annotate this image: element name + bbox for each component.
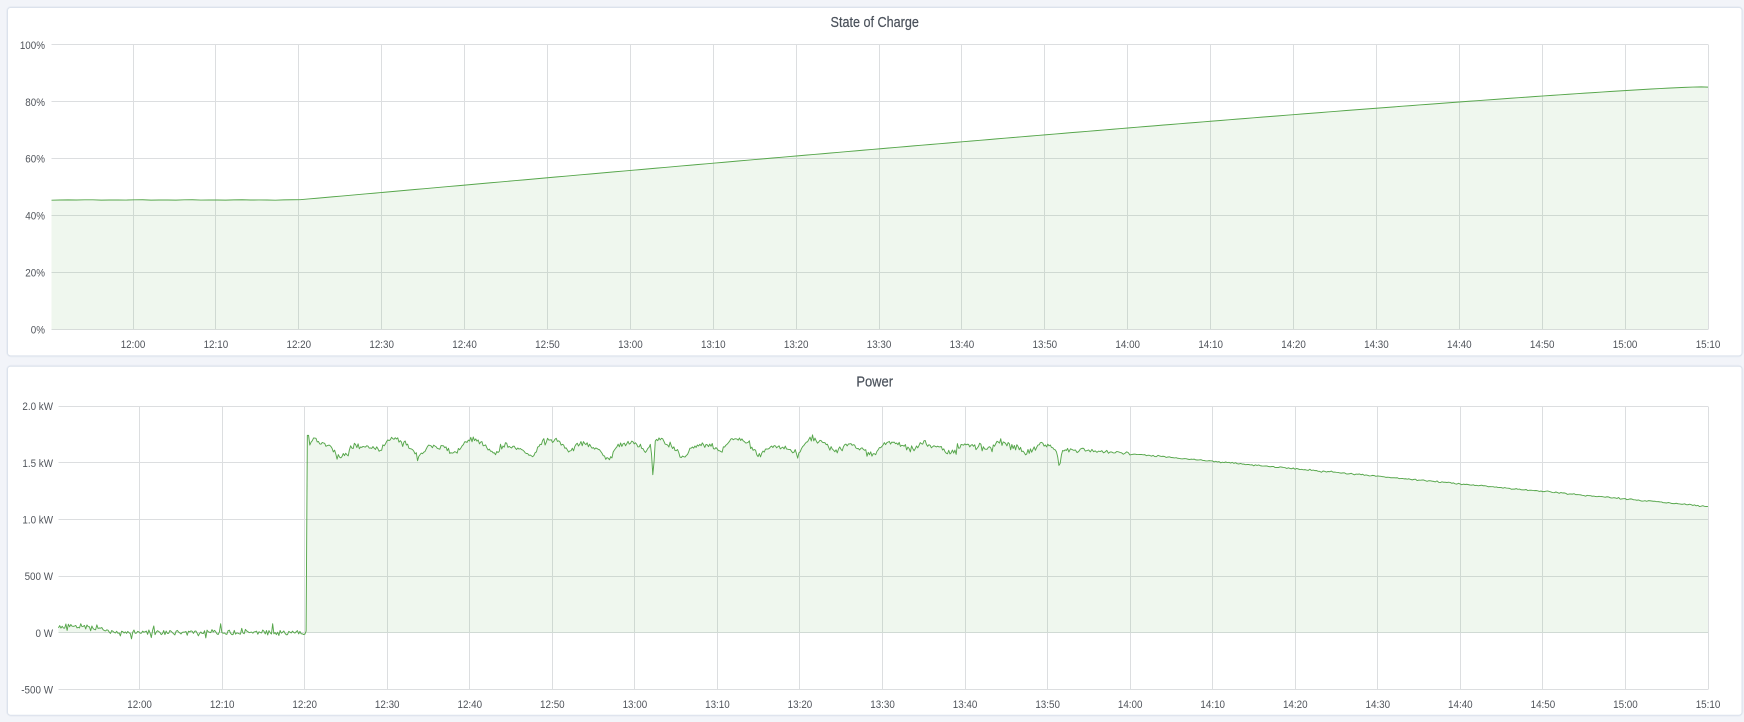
svg-text:13:00: 13:00 xyxy=(623,699,648,711)
svg-text:12:40: 12:40 xyxy=(457,699,482,711)
svg-text:1.5 kW: 1.5 kW xyxy=(22,458,53,470)
svg-text:12:10: 12:10 xyxy=(210,699,235,711)
svg-text:15:00: 15:00 xyxy=(1613,339,1638,351)
svg-text:80%: 80% xyxy=(25,97,45,109)
svg-text:13:40: 13:40 xyxy=(953,699,978,711)
svg-text:60%: 60% xyxy=(25,154,45,166)
svg-text:40%: 40% xyxy=(25,211,45,223)
svg-text:12:30: 12:30 xyxy=(369,339,394,351)
svg-text:2.0 kW: 2.0 kW xyxy=(22,401,53,413)
svg-text:State of Charge: State of Charge xyxy=(831,14,919,31)
svg-text:12:00: 12:00 xyxy=(121,339,146,351)
svg-text:20%: 20% xyxy=(25,268,45,280)
svg-text:13:20: 13:20 xyxy=(788,699,813,711)
svg-text:0 W: 0 W xyxy=(36,628,54,640)
svg-text:12:00: 12:00 xyxy=(127,699,152,711)
svg-text:14:40: 14:40 xyxy=(1448,699,1473,711)
svg-text:12:30: 12:30 xyxy=(375,699,400,711)
svg-text:14:50: 14:50 xyxy=(1531,699,1556,711)
svg-text:14:20: 14:20 xyxy=(1281,339,1306,351)
svg-text:14:30: 14:30 xyxy=(1366,699,1391,711)
svg-text:0%: 0% xyxy=(31,324,45,336)
svg-text:14:10: 14:10 xyxy=(1200,699,1225,711)
svg-text:500 W: 500 W xyxy=(25,571,54,583)
svg-text:13:20: 13:20 xyxy=(784,339,809,351)
svg-text:13:50: 13:50 xyxy=(1033,339,1058,351)
svg-text:14:50: 14:50 xyxy=(1530,339,1555,351)
svg-text:14:40: 14:40 xyxy=(1447,339,1472,351)
svg-text:12:50: 12:50 xyxy=(540,699,565,711)
svg-text:13:00: 13:00 xyxy=(618,339,643,351)
svg-text:13:30: 13:30 xyxy=(867,339,892,351)
svg-text:12:20: 12:20 xyxy=(286,339,311,351)
svg-text:15:00: 15:00 xyxy=(1613,699,1638,711)
svg-text:14:00: 14:00 xyxy=(1115,339,1140,351)
svg-text:100%: 100% xyxy=(20,40,45,52)
svg-text:-500 W: -500 W xyxy=(21,685,53,697)
svg-text:13:30: 13:30 xyxy=(870,699,895,711)
svg-text:14:20: 14:20 xyxy=(1283,699,1308,711)
svg-text:1.0 kW: 1.0 kW xyxy=(22,515,53,527)
svg-text:12:10: 12:10 xyxy=(204,339,229,351)
svg-text:12:40: 12:40 xyxy=(452,339,477,351)
svg-text:14:10: 14:10 xyxy=(1198,339,1223,351)
svg-text:12:50: 12:50 xyxy=(535,339,560,351)
svg-text:13:10: 13:10 xyxy=(705,699,730,711)
svg-text:Power: Power xyxy=(856,374,893,391)
svg-text:15:10: 15:10 xyxy=(1696,339,1721,351)
svg-text:14:00: 14:00 xyxy=(1118,699,1143,711)
svg-text:13:10: 13:10 xyxy=(701,339,726,351)
svg-text:14:30: 14:30 xyxy=(1364,339,1389,351)
svg-text:15:10: 15:10 xyxy=(1696,699,1721,711)
svg-text:12:20: 12:20 xyxy=(292,699,317,711)
svg-text:13:50: 13:50 xyxy=(1035,699,1060,711)
svg-text:13:40: 13:40 xyxy=(950,339,975,351)
